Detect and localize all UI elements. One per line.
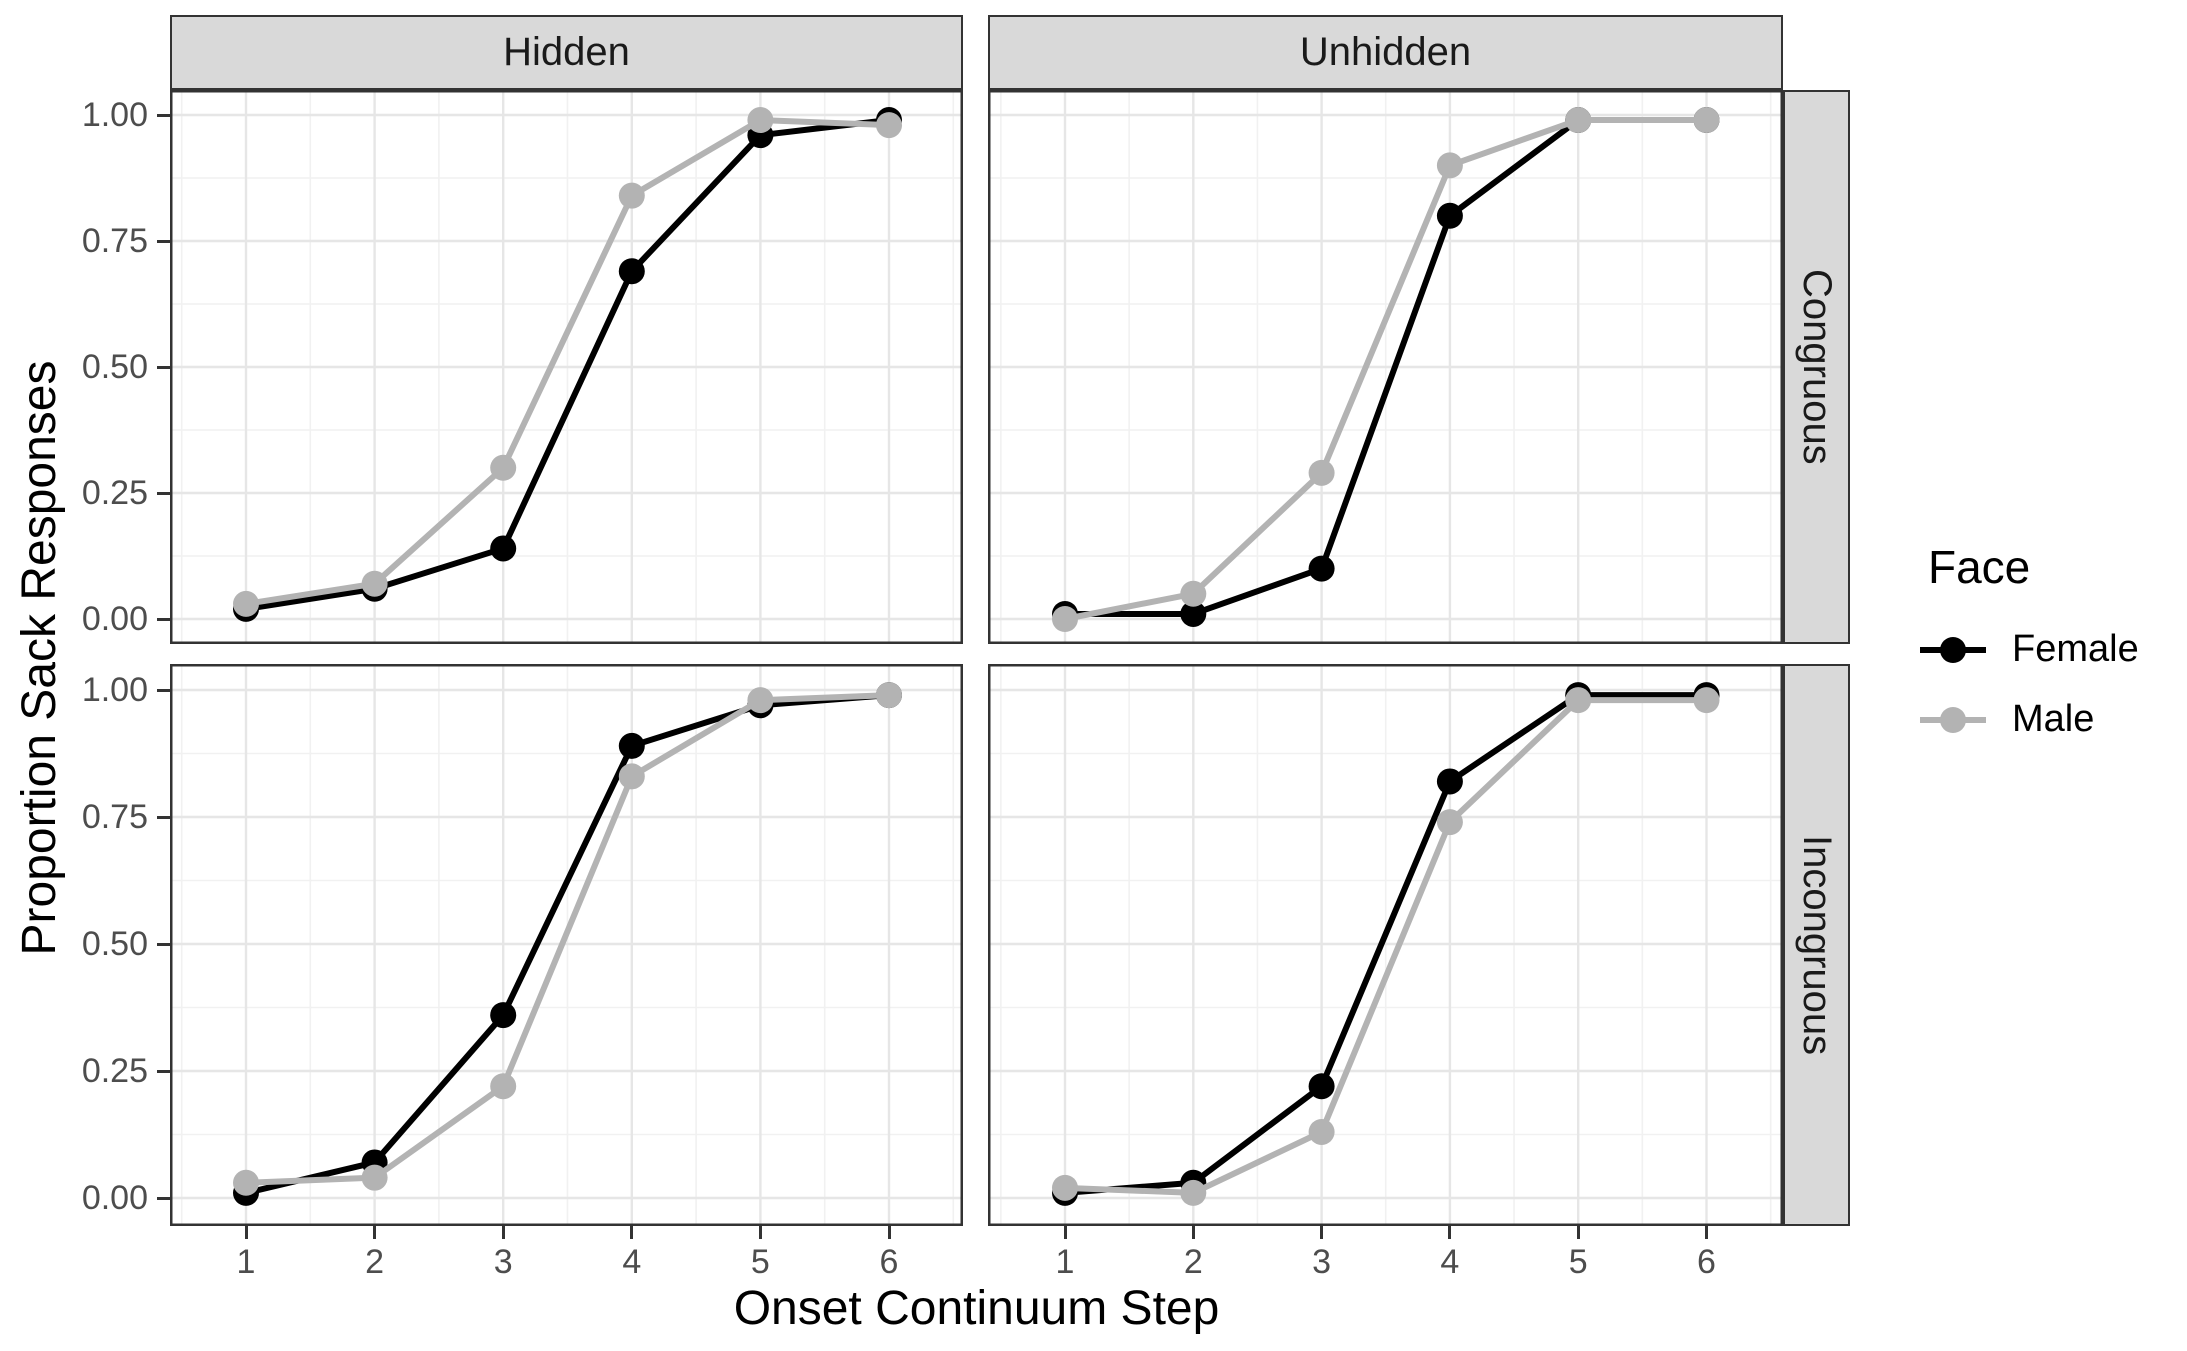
x-tick-label: 3 — [1312, 1243, 1332, 1281]
y-tick-label: 0.00 — [81, 600, 148, 638]
x-tick-label: 6 — [879, 1243, 899, 1281]
y-tick-mark — [157, 815, 170, 819]
legend-entry-male: Male — [1918, 698, 2094, 741]
x-tick-label: 4 — [1440, 1243, 1460, 1281]
panel-plot-unhidden-congruous — [988, 90, 1783, 644]
y-tick-mark — [157, 617, 170, 621]
x-tick-mark — [1191, 1226, 1195, 1239]
x-tick-mark — [1320, 1226, 1324, 1239]
y-tick-label: 0.00 — [81, 1179, 148, 1217]
y-tick-label: 0.75 — [81, 798, 148, 836]
legend: Face Female Male — [1918, 540, 2178, 740]
panel-plot-unhidden-incongruous — [988, 664, 1783, 1226]
x-tick-mark — [373, 1226, 377, 1239]
y-tick-mark — [157, 239, 170, 243]
panel-hidden-congruous — [170, 90, 963, 644]
y-tick-label: 0.50 — [81, 925, 148, 963]
facet-strip-hidden: Hidden — [170, 15, 963, 90]
facet-strip-congruous: Congruous — [1783, 90, 1850, 644]
x-tick-label: 2 — [1183, 1243, 1203, 1281]
y-tick-label: 0.25 — [81, 474, 148, 512]
facet-strip-unhidden-label: Unhidden — [1299, 30, 1472, 74]
facet-strip-incongruous: Incongruous — [1783, 664, 1850, 1226]
legend-entry-female-label: Female — [2012, 628, 2139, 670]
y-tick-mark — [157, 1196, 170, 1200]
x-tick-mark — [1576, 1226, 1580, 1239]
x-tick-label: 1 — [236, 1243, 256, 1281]
y-tick-label: 0.75 — [81, 222, 148, 260]
x-tick-label: 4 — [622, 1243, 642, 1281]
facet-strip-hidden-label: Hidden — [503, 30, 630, 74]
x-tick-label: 3 — [493, 1243, 513, 1281]
x-tick-mark — [758, 1226, 762, 1239]
panel-plot-hidden-congruous — [170, 90, 963, 644]
x-axis-title: Onset Continuum Step — [733, 1282, 1220, 1335]
facet-strip-congruous-label: Congruous — [1795, 269, 1839, 465]
x-tick-mark — [1448, 1226, 1452, 1239]
x-tick-mark — [1705, 1226, 1708, 1239]
panel-plot-hidden-incongruous — [170, 664, 963, 1226]
female-line-dot-key-icon — [1920, 636, 1986, 663]
y-tick-mark — [157, 688, 170, 692]
x-tick-mark — [887, 1226, 891, 1239]
x-tick-label: 2 — [365, 1243, 385, 1281]
y-tick-mark — [157, 113, 170, 117]
x-tick-label: 6 — [1697, 1243, 1716, 1281]
y-tick-label: 1.00 — [81, 671, 148, 709]
y-tick-mark — [157, 365, 170, 369]
x-tick-label: 5 — [1568, 1243, 1588, 1281]
x-tick-label: 1 — [1055, 1243, 1075, 1281]
y-tick-label: 0.50 — [81, 348, 148, 386]
x-tick-mark — [630, 1226, 634, 1239]
y-tick-mark — [157, 942, 170, 946]
panel-unhidden-congruous — [988, 90, 1783, 644]
legend-title: Face — [1928, 541, 2031, 593]
y-tick-mark — [157, 1069, 170, 1073]
x-tick-mark — [501, 1226, 505, 1239]
facet-strip-incongruous-label: Incongruous — [1795, 834, 1839, 1056]
panel-hidden-incongruous — [170, 664, 963, 1226]
x-tick-mark — [1063, 1226, 1067, 1239]
x-tick-mark — [244, 1226, 248, 1239]
legend-entry-female: Female — [1918, 628, 2139, 671]
male-line-dot-key-icon — [1920, 706, 1986, 733]
y-axis-title: Proportion Sack Responses — [13, 360, 66, 956]
y-tick-mark — [157, 491, 170, 495]
legend-entry-male-label: Male — [2012, 698, 2095, 740]
facet-strip-unhidden: Unhidden — [988, 15, 1783, 90]
x-tick-label: 5 — [750, 1243, 770, 1281]
panel-unhidden-incongruous — [988, 664, 1783, 1226]
y-tick-label: 1.00 — [81, 96, 148, 134]
y-tick-label: 0.25 — [81, 1052, 148, 1090]
